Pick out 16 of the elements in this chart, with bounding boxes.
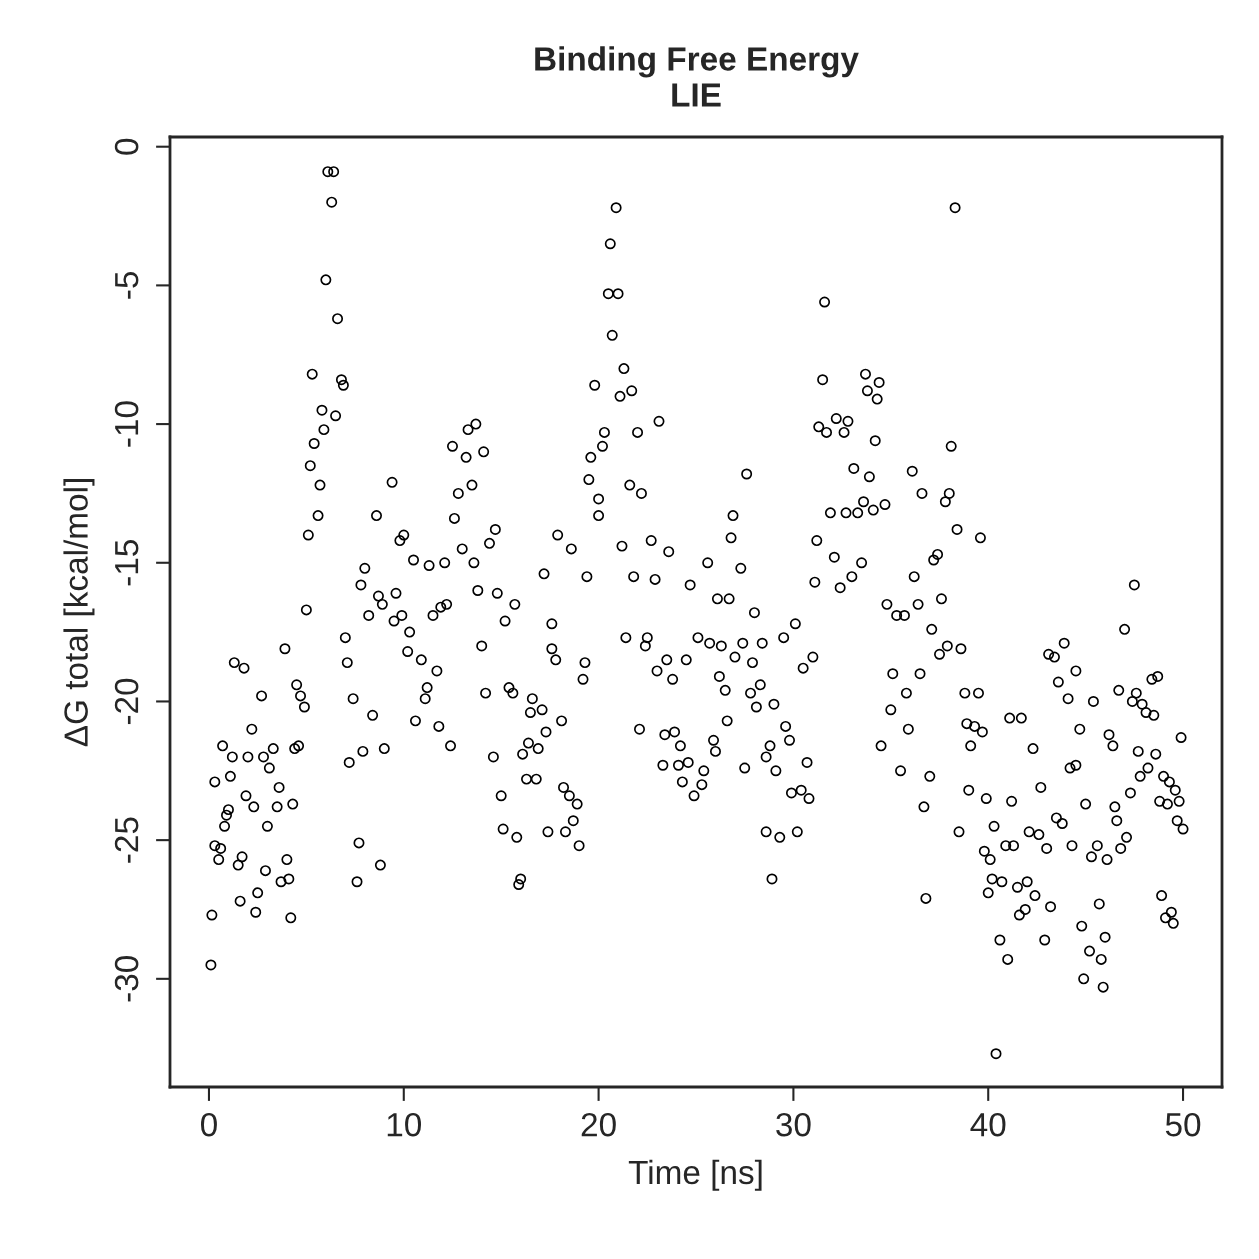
x-tick-label: 10 [387, 1112, 422, 1137]
y-tick-label: -15 [115, 540, 139, 586]
chart-title: Binding Free Energy LIE [535, 46, 859, 107]
y-tick-label: -25 [114, 817, 139, 863]
y-tick-label: -5 [115, 271, 139, 299]
y-tick-label: -30 [114, 956, 139, 1002]
y-tick-label: -20 [114, 678, 139, 725]
y-tick-label: -10 [114, 401, 139, 447]
x-tick-label: 30 [776, 1112, 811, 1137]
x-tick-label: 0 [201, 1112, 217, 1137]
x-tick-label: 20 [581, 1112, 616, 1137]
x-tick-label: 50 [1165, 1112, 1201, 1137]
x-axis-title: Time [ns] [628, 1159, 762, 1191]
y-axis-title: ΔG total [kcal/mol] [63, 479, 95, 747]
x-tick-label: 40 [970, 1112, 1006, 1137]
y-tick-label: 0 [114, 138, 139, 155]
